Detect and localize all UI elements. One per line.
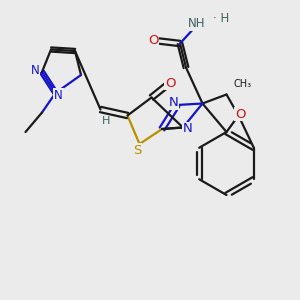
Text: O: O [235, 107, 245, 121]
Text: O: O [165, 76, 175, 90]
Text: S: S [133, 144, 141, 157]
Text: H: H [102, 116, 110, 126]
Text: N: N [169, 96, 178, 109]
Text: CH₃: CH₃ [233, 79, 251, 89]
Text: NH: NH [188, 17, 205, 31]
Text: · H: · H [213, 11, 229, 25]
Text: O: O [148, 34, 158, 47]
Text: N: N [183, 122, 192, 136]
Text: N: N [54, 89, 63, 102]
Text: N: N [31, 64, 40, 77]
